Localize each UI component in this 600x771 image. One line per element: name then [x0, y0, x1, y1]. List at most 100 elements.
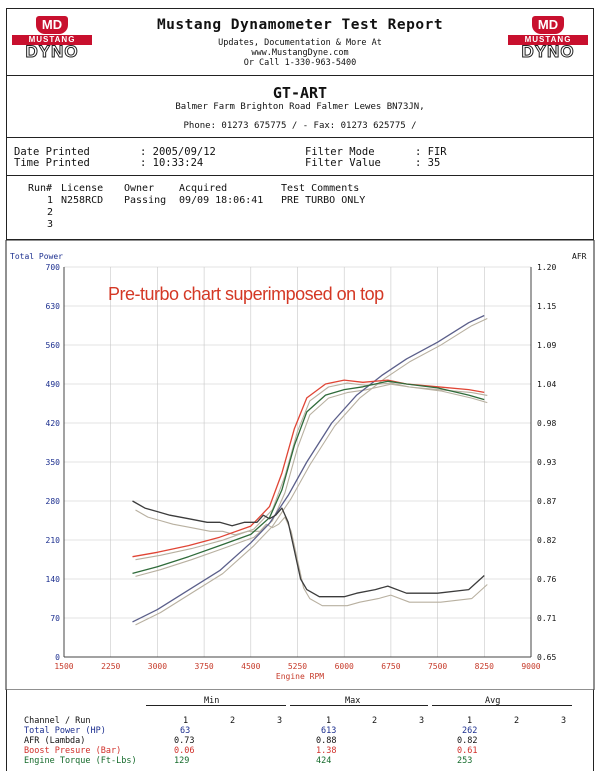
- runs-header-license: License: [61, 183, 104, 194]
- stat-row-power-min: 63: [180, 726, 191, 736]
- min-run-3: 3: [277, 716, 283, 726]
- y-left-tick-label: 70: [50, 614, 60, 623]
- x-tick-label: 1500: [54, 662, 73, 671]
- y-left-tick-label: 700: [46, 263, 61, 272]
- y-right-tick-label: 1.04: [537, 380, 556, 389]
- shop-name: GT-ART: [272, 84, 328, 102]
- stat-row-torque-avg: 253: [457, 756, 473, 766]
- min-run-1: 1: [183, 716, 189, 726]
- x-tick-label: 7500: [428, 662, 447, 671]
- x-tick-label: 5250: [288, 662, 307, 671]
- max-run-1: 1: [326, 716, 332, 726]
- logo-bottom-text: DYNO: [521, 42, 575, 61]
- y-right-tick-label: 1.20: [537, 263, 556, 272]
- runs-header-run: Run#: [28, 183, 53, 194]
- overlay-series-line: [135, 383, 488, 577]
- stat-row-power-avg: 262: [462, 726, 478, 736]
- stat-row-boost-label: Boost Presure (Bar): [24, 746, 122, 756]
- series-line: [132, 380, 485, 575]
- logo-top-text: MUSTANG: [508, 35, 588, 45]
- stats-run-label: Channel / Run: [24, 716, 91, 726]
- stats-header-avg: Avg: [485, 696, 501, 706]
- filter-mode-label: Filter Mode: [305, 146, 375, 158]
- max-run-2: 2: [372, 716, 378, 726]
- stat-row-torque-label: Engine Torque (Ft-Lbs): [24, 756, 137, 766]
- shop-info-box: [6, 76, 594, 138]
- runs-header-owner: Owner: [124, 183, 155, 194]
- y-left-axis-label: Total Power: [10, 252, 63, 261]
- date-printed-value: : 2005/09/12: [140, 146, 216, 158]
- series-line: [132, 500, 485, 598]
- y-right-tick-label: 1.09: [537, 341, 556, 350]
- filter-mode-value: : FIR: [415, 146, 447, 158]
- stat-row-power-label: Total Power (HP): [24, 726, 106, 736]
- mustang-dyno-logo-right: MD MUSTANG DYNO: [508, 16, 588, 61]
- chart-ticks: 1500 2250 3000 3750 4500 5250 6000 6750 7500 8250…: [46, 263, 557, 671]
- stat-row-afr-min: 0.73: [174, 736, 195, 746]
- shop-phone: Phone: 01273 675775 / - Fax: 01273 62577…: [183, 121, 417, 131]
- stat-row-afr-avg: 0.82: [457, 736, 478, 746]
- run-1-number: 1: [47, 195, 54, 206]
- run-2-number: 2: [47, 207, 54, 218]
- stat-row-afr-label: AFR (Lambda): [24, 736, 86, 746]
- x-tick-label: 8250: [475, 662, 494, 671]
- logo-top-text: MUSTANG: [12, 35, 92, 45]
- x-tick-label: 2250: [101, 662, 120, 671]
- y-right-tick-label: 0.87: [537, 497, 556, 506]
- min-header-rule: [146, 705, 286, 706]
- y-right-tick-label: 0.76: [537, 575, 556, 584]
- run-1-acquired: 09/09 18:06:41: [179, 195, 264, 206]
- x-tick-label: 3000: [148, 662, 167, 671]
- y-left-tick-label: 0: [55, 653, 60, 662]
- stat-row-boost-max: 1.38: [316, 746, 337, 756]
- y-right-tick-label: 0.82: [537, 536, 556, 545]
- max-header-rule: [290, 705, 428, 706]
- y-left-tick-label: 140: [46, 575, 61, 584]
- filter-value-label: Filter Value: [305, 157, 381, 169]
- mustang-dyno-logo-left: MD MUSTANG DYNO: [12, 16, 92, 61]
- y-right-axis-label: AFR: [572, 252, 587, 261]
- header-subtitle-3: Or Call 1-330-963-5400: [243, 58, 357, 68]
- report-title: Mustang Dynamometer Test Report: [156, 17, 444, 33]
- avg-run-1: 1: [467, 716, 473, 726]
- y-left-tick-label: 630: [46, 302, 61, 311]
- y-left-tick-label: 420: [46, 419, 61, 428]
- y-left-tick-label: 490: [46, 380, 61, 389]
- runs-header-comments: Test Comments: [281, 183, 360, 194]
- stat-row-boost-min: 0.06: [174, 746, 195, 756]
- logo-badge: MD: [36, 16, 68, 34]
- stats-header-min: Min: [204, 696, 220, 706]
- y-left-tick-label: 350: [46, 458, 61, 467]
- time-printed-label: Time Printed: [14, 157, 90, 169]
- x-tick-label: 6750: [381, 662, 400, 671]
- chart-grid: [63, 266, 532, 658]
- stat-row-torque-min: 129: [174, 756, 190, 766]
- y-right-tick-label: 0.65: [537, 653, 556, 662]
- y-right-tick-label: 0.98: [537, 419, 556, 428]
- report-header: [6, 8, 594, 76]
- stat-row-boost-avg: 0.61: [457, 746, 478, 756]
- avg-run-2: 2: [514, 716, 520, 726]
- y-right-tick-label: 1.15: [537, 302, 556, 311]
- y-left-tick-label: 280: [46, 497, 61, 506]
- avg-header-rule: [432, 705, 572, 706]
- filter-value-value: : 35: [415, 157, 441, 169]
- chart-series: [132, 314, 488, 626]
- x-tick-label: 9000: [521, 662, 540, 671]
- y-right-tick-label: 0.71: [537, 614, 556, 623]
- date-printed-label: Date Printed: [14, 146, 90, 158]
- run-3-number: 3: [47, 219, 54, 230]
- max-run-3: 3: [419, 716, 425, 726]
- x-tick-label: 6000: [335, 662, 354, 671]
- stats-header-max: Max: [345, 696, 361, 706]
- run-1-owner: Passing: [124, 195, 167, 206]
- logo-badge: MD: [532, 16, 564, 34]
- logo-bottom-text: DYNO: [25, 42, 79, 61]
- stats-table-box: [6, 690, 594, 771]
- chart-annotation: Pre-turbo chart superimposed on top: [108, 284, 384, 304]
- y-left-tick-label: 210: [46, 536, 61, 545]
- chart-frame: [5, 240, 595, 690]
- stat-row-afr-max: 0.88: [316, 736, 337, 746]
- runs-header-acquired: Acquired: [179, 183, 228, 194]
- overlay-series-line: [135, 318, 488, 626]
